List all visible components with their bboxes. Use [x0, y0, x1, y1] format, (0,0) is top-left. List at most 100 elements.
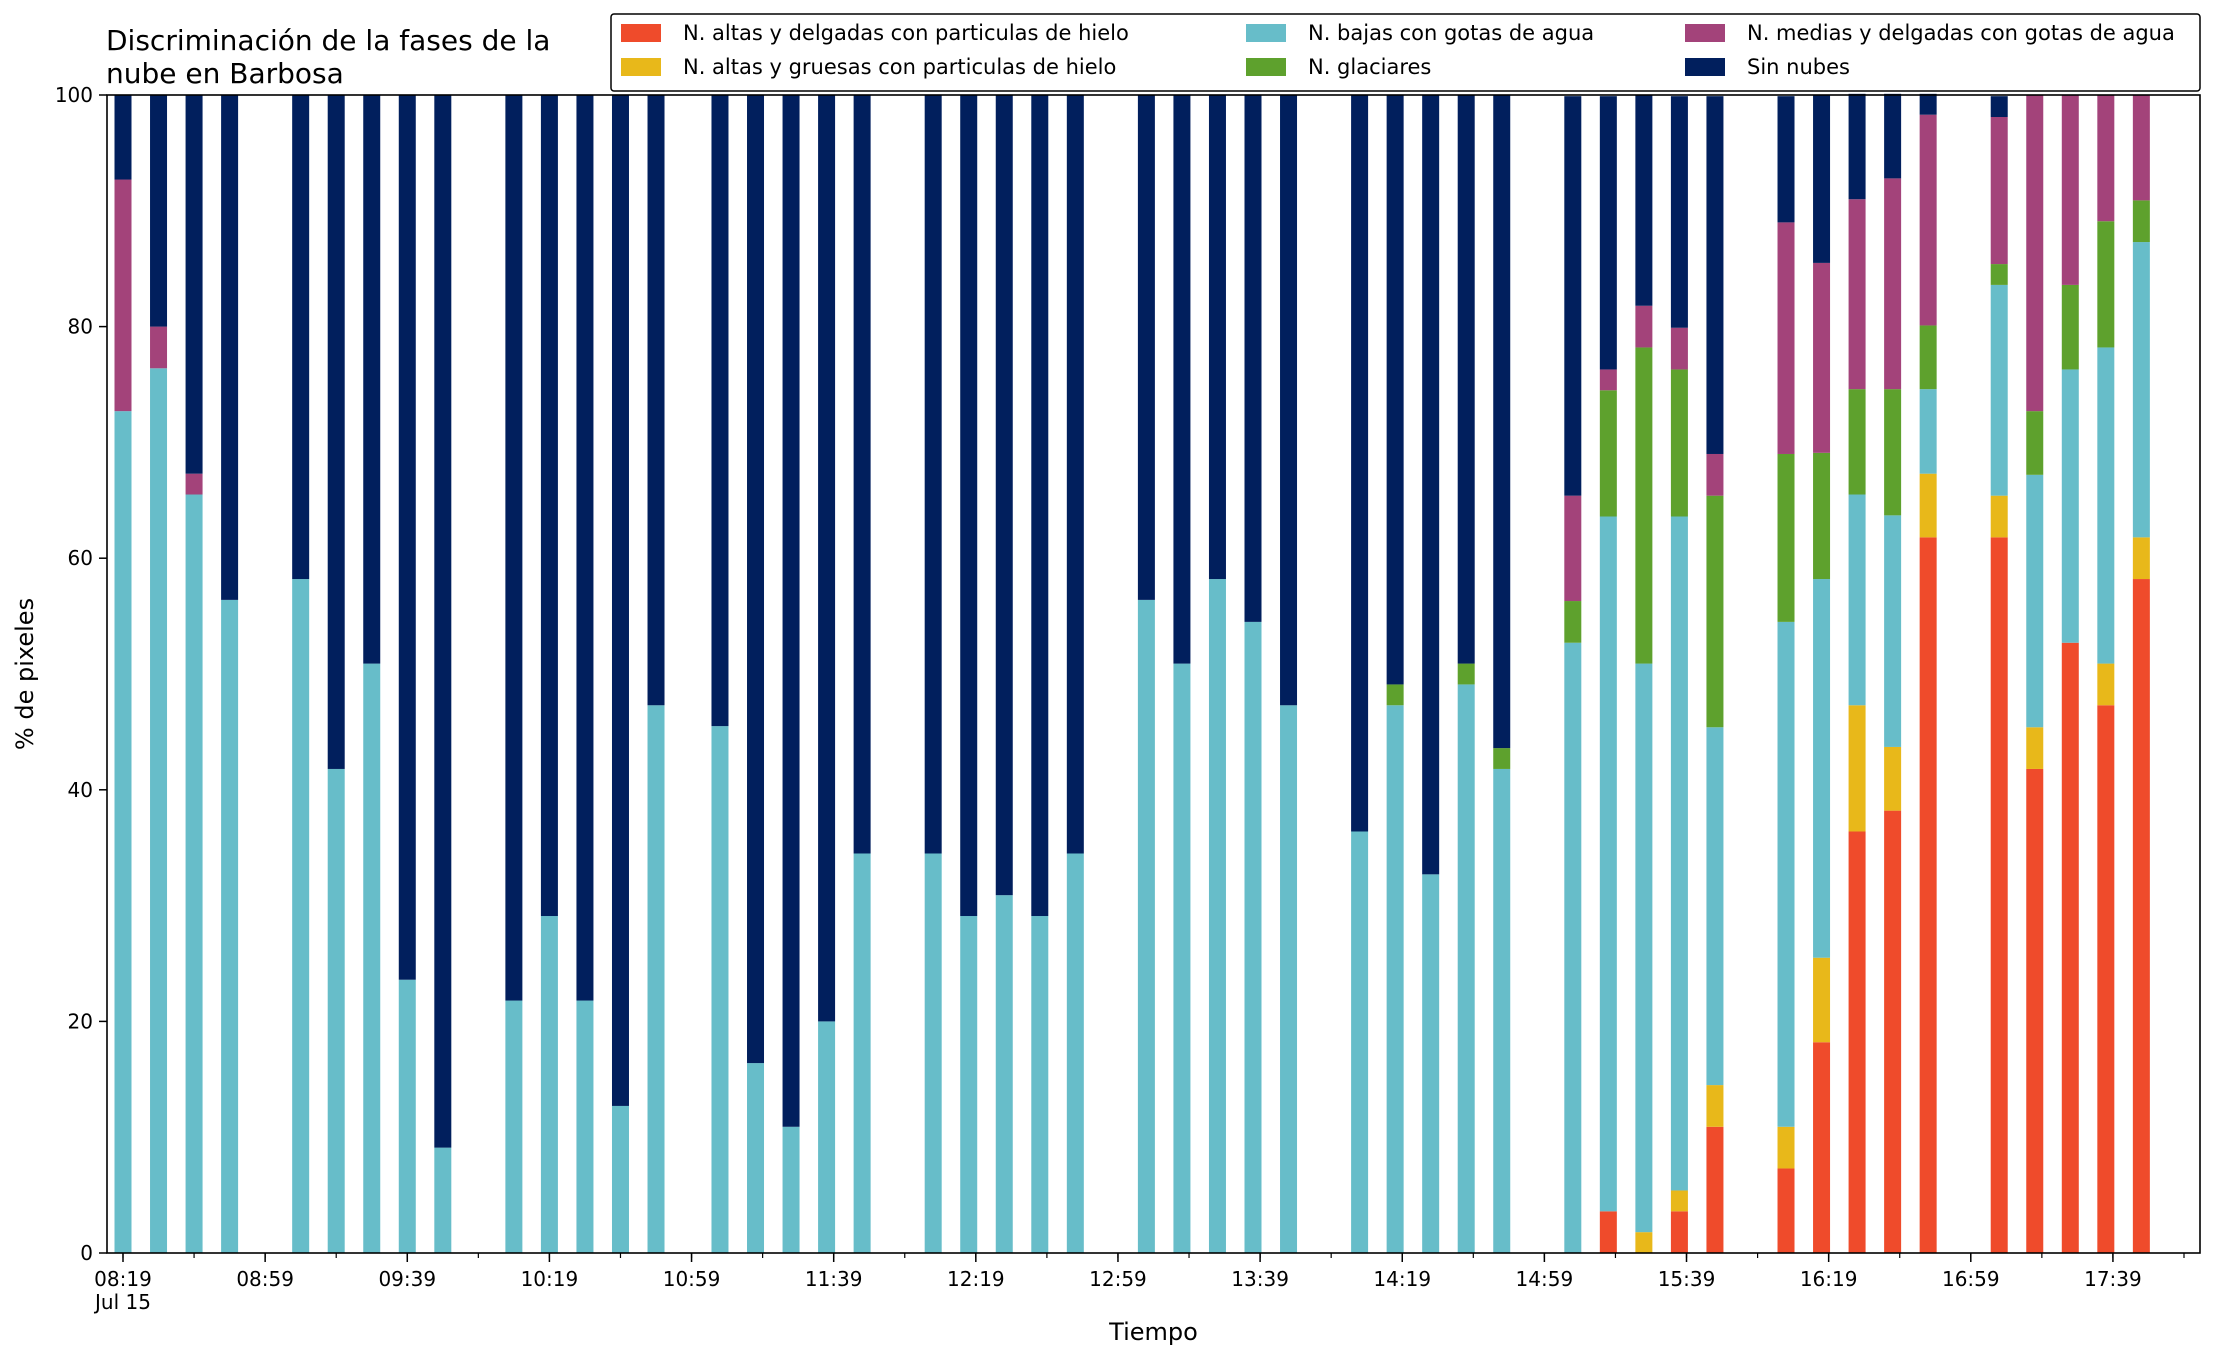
- bar-segment: [540, 95, 558, 917]
- bar-segment: [853, 95, 871, 854]
- legend-label: N. glaciares: [1308, 55, 1431, 79]
- bar-segment: [1884, 93, 1902, 179]
- bar-segment: [1706, 495, 1724, 728]
- bar-stack: [647, 95, 665, 1253]
- bar-segment: [924, 853, 942, 1253]
- bar-segment: [1244, 95, 1262, 622]
- bar-stack: [1635, 95, 1653, 1253]
- bar-segment: [327, 95, 345, 769]
- bar-segment: [1884, 178, 1902, 390]
- bar-stack: [853, 95, 871, 1253]
- bar-segment: [1670, 1190, 1688, 1212]
- bar-stack: [1564, 96, 1582, 1253]
- x-tick-label: 14:19: [1373, 1267, 1431, 1291]
- bar-segment: [1386, 95, 1404, 685]
- bar-segment: [2132, 200, 2150, 243]
- bar-segment: [1990, 537, 2008, 1253]
- bar-stack: [2097, 95, 2115, 1253]
- bar-segment: [1706, 1085, 1724, 1127]
- y-axis: 0 20 40 60 80 100: [55, 83, 107, 1265]
- bar-segment: [363, 95, 381, 664]
- bar-segment: [327, 768, 345, 1253]
- bar-segment: [647, 95, 665, 706]
- legend-swatch: [1246, 24, 1286, 42]
- bar-stack: [1990, 96, 2008, 1253]
- bar-segment: [1777, 1126, 1795, 1169]
- bar-stack: [1173, 95, 1191, 1253]
- x-tick-label: 08:19: [94, 1267, 152, 1291]
- x-tick-label: 12:19: [947, 1267, 1005, 1291]
- bar-segment: [434, 95, 452, 1148]
- bar-segment: [1813, 579, 1831, 958]
- bar-stack: [818, 95, 836, 1253]
- bar-segment: [292, 579, 310, 1253]
- bar-stack: [292, 95, 310, 1253]
- bar-segment: [1848, 93, 1866, 200]
- bar-segment: [1670, 516, 1688, 1191]
- bar-stack: [398, 95, 416, 1253]
- x-tick-label: 16:59: [1942, 1267, 2000, 1291]
- bar-segment: [1599, 516, 1617, 1212]
- bar-stack: [576, 95, 594, 1253]
- bar-stack: [1599, 96, 1617, 1253]
- bar-segment: [434, 1147, 452, 1253]
- bar-segment: [1813, 452, 1831, 580]
- bar-segment: [1137, 95, 1155, 600]
- bar-segment: [1848, 494, 1866, 706]
- bar-segment: [2132, 242, 2150, 538]
- bar-stack: [1706, 96, 1724, 1253]
- bar-segment: [1777, 222, 1795, 454]
- bar-segment: [1813, 262, 1831, 453]
- bar-segment: [540, 916, 558, 1253]
- bar-segment: [1813, 95, 1831, 263]
- bar-segment: [1457, 684, 1475, 1253]
- bar-segment: [1066, 853, 1084, 1253]
- y-tick-label: 20: [68, 1009, 93, 1033]
- bar-segment: [1599, 96, 1617, 370]
- bar-stack: [995, 95, 1013, 1253]
- bar-segment: [2097, 705, 2115, 1253]
- x-tick-label: 14:59: [1516, 1267, 1574, 1291]
- bar-segment: [221, 599, 239, 1253]
- bar-segment: [1777, 1168, 1795, 1253]
- legend-swatch: [1685, 58, 1725, 76]
- bar-segment: [2097, 95, 2115, 222]
- bar-segment: [185, 473, 203, 495]
- legend-label: Sin nubes: [1747, 55, 1850, 79]
- bar-segment: [1457, 663, 1475, 685]
- legend-item: N. glaciares: [1246, 55, 1431, 79]
- bar-segment: [2097, 663, 2115, 706]
- bar-segment: [1848, 831, 1866, 1253]
- legend: N. altas y delgadas con particulas de hi…: [610, 13, 2201, 92]
- bar-segment: [114, 95, 132, 180]
- bar-segment: [1884, 746, 1902, 811]
- bar-segment: [2026, 474, 2044, 728]
- bar-stack: [2061, 95, 2079, 1253]
- bar-segment: [1848, 705, 1866, 832]
- bar-stack: [540, 95, 558, 1253]
- legend-item: N. bajas con gotas de agua: [1246, 21, 1594, 45]
- bar-stack: [434, 95, 452, 1253]
- legend-label: N. altas y delgadas con particulas de hi…: [683, 21, 1129, 45]
- bar-segment: [1173, 663, 1191, 1253]
- bar-stack: [1457, 95, 1475, 1253]
- bar-segment: [1422, 95, 1440, 875]
- bar-segment: [2097, 347, 2115, 664]
- bar-stack: [1777, 96, 1795, 1253]
- bar-segment: [1990, 264, 2008, 285]
- x-tick-label: 11:39: [805, 1267, 863, 1291]
- bar-segment: [1884, 389, 1902, 516]
- y-tick-label: 40: [68, 778, 93, 802]
- legend-swatch: [1246, 58, 1286, 76]
- bar-segment: [1848, 389, 1866, 495]
- y-tick-label: 80: [68, 315, 93, 339]
- bar-stack: [2026, 95, 2044, 1253]
- bar-segment: [2026, 411, 2044, 475]
- bar-segment: [1244, 621, 1262, 1253]
- bar-segment: [1813, 1042, 1831, 1253]
- legend-label: N. altas y gruesas con particulas de hie…: [683, 55, 1116, 79]
- bar-segment: [1848, 199, 1866, 390]
- bar-segment: [1564, 601, 1582, 643]
- bar-stack: [924, 95, 942, 1253]
